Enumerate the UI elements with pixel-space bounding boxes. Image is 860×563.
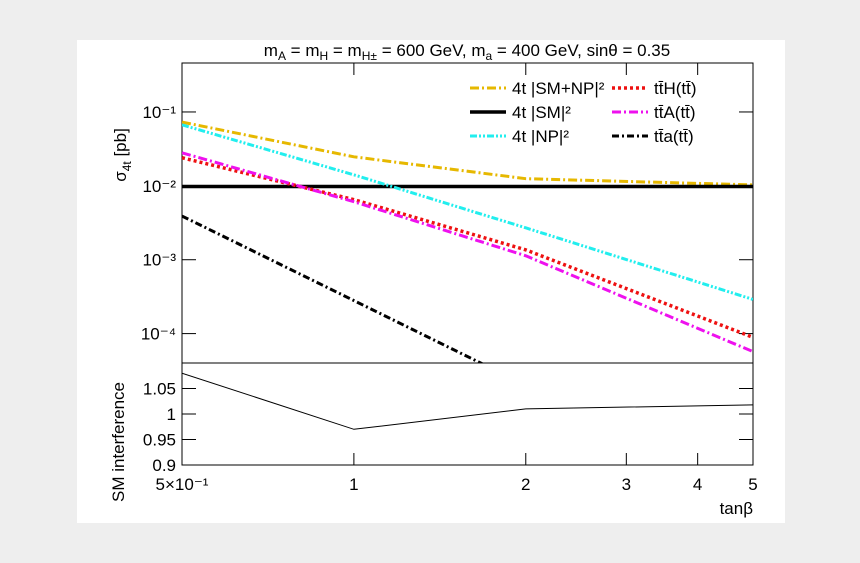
x-tick-label: 4: [693, 475, 702, 494]
series-line: [182, 120, 753, 187]
y-tick-label: 10⁻¹: [142, 103, 176, 122]
y-tick-label: 1.05: [143, 380, 176, 399]
y-tick-label: 10⁻²: [142, 177, 176, 196]
text-part: = m: [286, 41, 320, 60]
legend-label: tt̄a(tt̄): [654, 127, 694, 146]
y-axis-title: σ4t [pb]: [111, 128, 134, 182]
legend-label: tt̄H(tt̄): [654, 79, 697, 98]
y-tick-label: 10⁻³: [142, 251, 176, 270]
legend-label: 4t |SM+NP|²: [512, 79, 605, 98]
series-line: [182, 151, 753, 354]
x-tick-label: 5×10⁻¹: [156, 475, 209, 494]
series-line: [182, 156, 753, 339]
y-tick-label: 1: [167, 405, 176, 424]
text-part: σ: [111, 171, 130, 182]
chart-title: mA = mH = mH± = 600 GeV, ma = 400 GeV, s…: [264, 41, 670, 63]
text-part: = 400 GeV, sinθ = 0.35: [492, 41, 670, 60]
canvas: [77, 40, 785, 523]
y-axis-title: SM interference: [109, 382, 128, 502]
x-tick-label: 3: [622, 475, 631, 494]
x-tick-label: 1: [349, 475, 358, 494]
subscript: 4t: [120, 161, 134, 172]
legend-label: tt̄A(tt̄): [654, 103, 696, 122]
x-axis-title: tanβ: [720, 499, 754, 518]
series-line: [182, 214, 485, 363]
text-part: [pb]: [111, 128, 130, 161]
legend-label: 4t |SM|²: [512, 103, 571, 122]
subscript: A: [278, 49, 286, 63]
series-line: [182, 372, 753, 430]
x-tick-label: 2: [521, 475, 530, 494]
text-part: = m: [328, 41, 362, 60]
legend-label: 4t |NP|²: [512, 127, 569, 146]
y-tick-label: 0.9: [152, 456, 176, 475]
y-tick-label: 0.95: [143, 431, 176, 450]
series-line: [182, 123, 753, 301]
subscript: a: [486, 49, 493, 63]
y-tick-label: 10⁻⁴: [141, 325, 176, 344]
text-part: = 600 GeV, m: [377, 41, 486, 60]
subscript: H±: [362, 49, 378, 63]
subscript: H: [320, 49, 329, 63]
text-part: m: [264, 41, 278, 60]
x-tick-label: 5: [748, 475, 757, 494]
